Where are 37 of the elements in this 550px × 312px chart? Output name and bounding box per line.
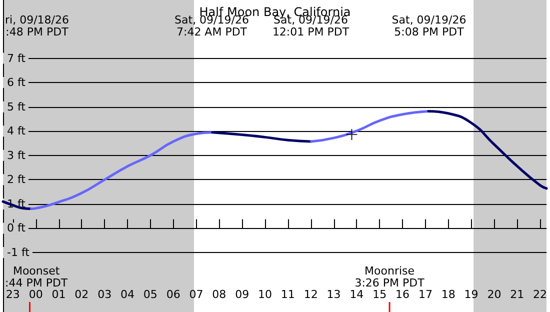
x-tick-label: 19 — [464, 288, 478, 301]
x-tick-label: 02 — [74, 288, 89, 301]
x-tick-label: 12 — [304, 288, 318, 301]
x-tick-label: 06 — [166, 288, 180, 301]
y-tick-label: 3 ft — [7, 148, 26, 162]
x-tick-label: 11 — [280, 288, 295, 301]
x-tick-label: 16 — [396, 288, 410, 301]
x-tick-label: 13 — [326, 288, 341, 301]
y-tick-label: 2 ft — [7, 173, 26, 186]
ref-line-label: Moonrise 3:26 PM PDT — [354, 264, 425, 290]
x-tick-label: 18 — [441, 288, 456, 301]
x-tick-label: 07 — [189, 288, 204, 301]
annotation: Sat, 09/19/26 5:08 PM PDT — [392, 14, 466, 38]
x-tick-label: 23 — [6, 288, 20, 301]
y-tick-label: 0 ft — [7, 222, 26, 235]
x-tick-label: 20 — [487, 288, 502, 301]
annotation: ri, 09/18/26 :48 PM PDT — [4, 14, 69, 38]
x-tick-label: 04 — [120, 288, 135, 301]
y-tick-label: 6 ft — [7, 76, 26, 90]
y-tick-label: 7 ft — [7, 52, 26, 65]
x-tick-label: 01 — [52, 288, 66, 301]
x-tick-label: 08 — [212, 288, 226, 301]
x-tick-label: 05 — [143, 288, 158, 301]
line-series — [2, 200, 33, 210]
x-tick-label: 09 — [235, 288, 250, 301]
x-tick-label: 21 — [510, 288, 524, 301]
x-tick-label: 00 — [28, 288, 43, 301]
y-tick-label: -1 ft — [7, 246, 30, 260]
x-tick-label: 17 — [418, 288, 432, 301]
y-tick-label: 4 ft — [7, 124, 26, 138]
ref-line-label: Moonset :44 PM PDT — [4, 264, 68, 290]
y-tick-label: 5 ft — [7, 100, 26, 114]
x-tick-label: 10 — [258, 288, 272, 301]
x-tick-label: 15 — [372, 288, 387, 301]
x-tick-label: 22 — [533, 288, 548, 301]
x-tick-label: 14 — [350, 288, 364, 301]
x-tick-label: 03 — [98, 288, 112, 301]
